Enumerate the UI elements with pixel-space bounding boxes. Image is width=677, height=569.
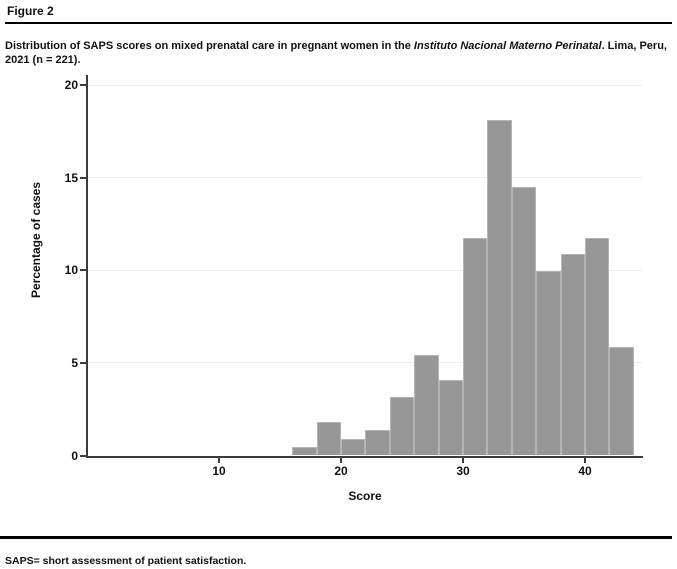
gridline	[88, 84, 642, 86]
caption-italic: Instituto Nacional Materno Perinatal	[413, 40, 602, 52]
histogram-bar	[438, 380, 463, 456]
histogram-bar	[511, 187, 537, 456]
histogram-bar	[536, 271, 561, 456]
y-tick-label: 15	[64, 170, 78, 185]
histogram-bar	[389, 396, 415, 456]
histogram-bar	[463, 237, 488, 456]
figure-caption: Distribution of SAPS scores on mixed pre…	[5, 39, 675, 67]
y-tick	[80, 361, 86, 364]
y-tick	[80, 84, 86, 86]
histogram-bar	[487, 120, 512, 456]
x-tick-label: 20	[334, 464, 348, 478]
x-tick	[218, 457, 220, 463]
histogram-bar	[292, 447, 317, 456]
y-tick-label: 10	[64, 263, 78, 278]
histogram-bar	[560, 254, 585, 456]
histogram-bar	[365, 430, 390, 456]
caption-text-suffix: . Lima, Peru, 2021 (n = 221).	[5, 40, 667, 66]
histogram-bar	[341, 438, 366, 456]
x-tick-label: 10	[212, 464, 226, 478]
caption-text-prefix: Distribution of SAPS scores on mixed pre…	[5, 40, 414, 52]
x-tick	[584, 457, 586, 463]
gridline	[88, 362, 642, 364]
histogram-bar	[316, 421, 341, 456]
header-rule	[5, 22, 672, 24]
y-tick	[80, 454, 86, 457]
x-axis-title: Score	[348, 489, 382, 503]
y-tick-label: 0	[71, 448, 78, 463]
x-tick	[340, 457, 342, 463]
histogram-bar	[414, 354, 439, 456]
figure-label: Figure 2	[7, 4, 54, 18]
x-axis-line	[86, 455, 643, 458]
figure-footnote: SAPS= short assessment of patient satisf…	[5, 554, 247, 567]
histogram-bar	[585, 237, 610, 456]
y-tick-label: 20	[64, 78, 78, 92]
y-tick	[80, 269, 86, 272]
gridline	[88, 177, 642, 179]
gridline	[88, 269, 642, 271]
y-tick-label: 5	[71, 355, 78, 370]
y-axis-title: Percentage of cases	[29, 181, 43, 299]
histogram-bar	[609, 346, 634, 456]
x-tick	[462, 457, 464, 463]
x-tick-label: 30	[456, 464, 470, 478]
footer-rule	[0, 536, 672, 539]
x-tick-label: 40	[578, 464, 592, 478]
y-axis-line	[86, 75, 88, 457]
y-tick	[80, 176, 86, 179]
